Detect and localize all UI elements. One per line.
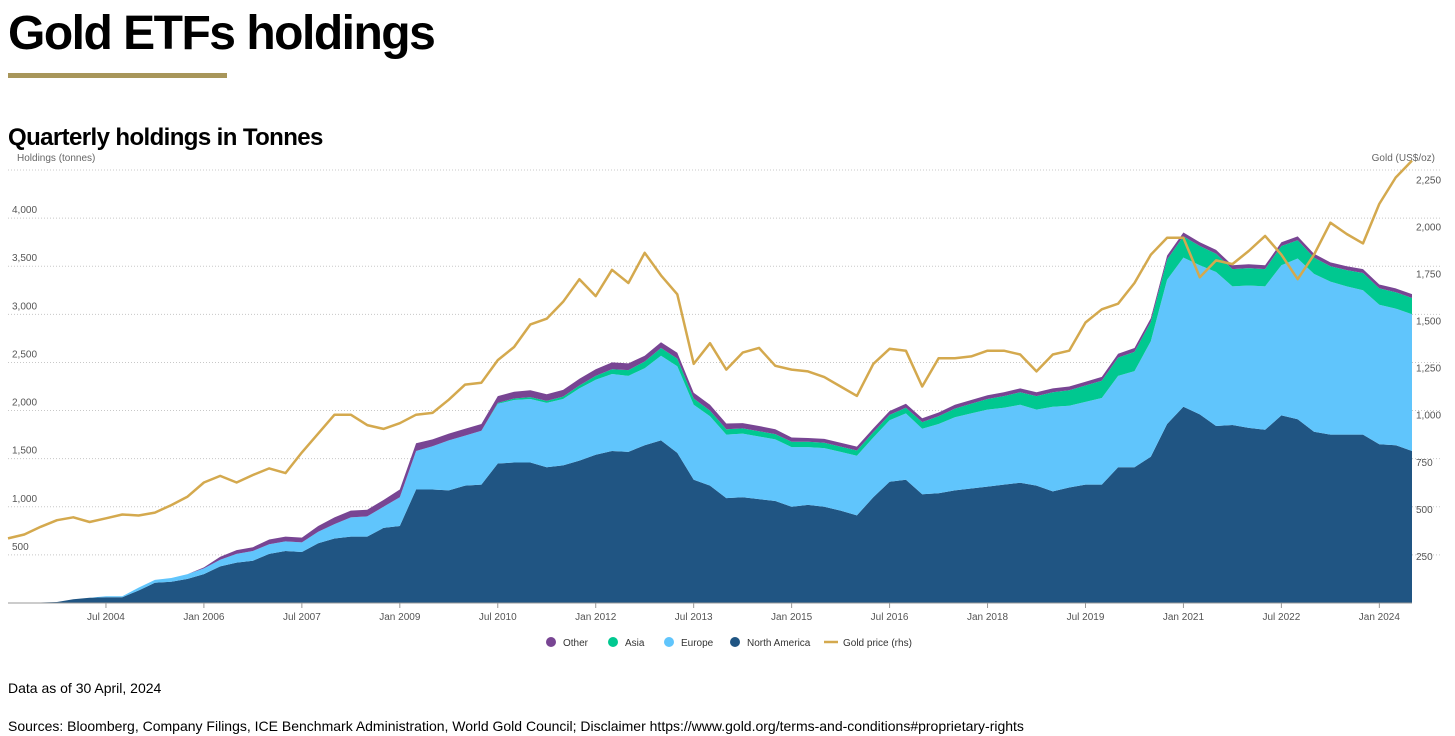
- x-tick-label: Jul 2010: [479, 612, 517, 623]
- x-tick-label: Jul 2007: [283, 612, 321, 623]
- legend-swatch: [546, 637, 556, 647]
- legend-item-north-america: North America: [730, 637, 811, 649]
- legend-swatch: [730, 637, 740, 647]
- y2-tick-label: 1,750: [1416, 270, 1441, 281]
- x-tick-label: Jan 2012: [575, 612, 617, 623]
- x-tick-label: Jan 2006: [183, 612, 225, 623]
- legend-swatch: [664, 637, 674, 647]
- y-tick-label: 3,000: [12, 301, 37, 312]
- x-tick-label: Jul 2022: [1262, 612, 1300, 623]
- gold-price-line: [7, 159, 1413, 540]
- holdings-chart: Holdings (tonnes) Gold (US$/oz) 500 1,000…: [7, 153, 1441, 649]
- legend-label: Asia: [625, 638, 645, 649]
- y2-tick-label: 1,000: [1416, 411, 1441, 422]
- data-as-of-note: Data as of 30 April, 2024: [8, 680, 162, 696]
- y2-axis-label: Gold (US$/oz): [1372, 153, 1435, 164]
- legend: Other Asia Europe North America Gold price (…: [546, 637, 912, 649]
- y-tick-label: 500: [12, 542, 29, 553]
- x-tick-label: Jan 2021: [1163, 612, 1205, 623]
- legend-item-asia: Asia: [608, 637, 645, 649]
- x-tick-label: Jul 2004: [87, 612, 125, 623]
- y-tick-label: 3,500: [12, 253, 37, 264]
- legend-item-other: Other: [546, 637, 589, 649]
- legend-label: Other: [563, 638, 589, 649]
- y2-tick-label: 2,000: [1416, 222, 1441, 233]
- y2-tick-label: 250: [1416, 552, 1433, 563]
- sources-note: Sources: Bloomberg, Company Filings, ICE…: [8, 718, 1024, 734]
- area-europe: [8, 257, 1412, 603]
- legend-label: North America: [747, 638, 811, 649]
- axis-labels: 500 1,000 1,500 2,000 2,500 3,000 3,500 4,000 25…: [8, 175, 1441, 623]
- legend-swatch: [608, 637, 618, 647]
- x-tick-label: Jul 2016: [871, 612, 909, 623]
- y-tick-label: 4,000: [12, 205, 37, 216]
- x-tick-label: Jan 2009: [379, 612, 421, 623]
- y2-tick-label: 1,500: [1416, 317, 1441, 328]
- y-tick-label: 1,000: [12, 494, 37, 505]
- legend-label: Gold price (rhs): [843, 638, 912, 649]
- y2-tick-label: 1,250: [1416, 364, 1441, 375]
- y-axis-label: Holdings (tonnes): [17, 153, 95, 164]
- y2-tick-label: 2,250: [1416, 175, 1441, 186]
- legend-item-europe: Europe: [664, 637, 714, 649]
- area-series: [8, 232, 1412, 603]
- price-line-layer: [7, 159, 1413, 540]
- x-tick-label: Jul 2013: [675, 612, 713, 623]
- area-asia: [8, 236, 1412, 603]
- page-title: Gold ETFs holdings: [8, 7, 436, 60]
- area-north-america: [8, 406, 1412, 603]
- chart-title: Quarterly holdings in Tonnes: [8, 124, 323, 151]
- y2-tick-label: 750: [1416, 458, 1433, 469]
- x-tick-label: Jul 2019: [1067, 612, 1105, 623]
- legend-label: Europe: [681, 638, 714, 649]
- x-tick-label: Jan 2015: [771, 612, 813, 623]
- x-tick-label: Jan 2024: [1359, 612, 1401, 623]
- title-underline: [8, 73, 227, 78]
- y-tick-label: 2,000: [12, 398, 37, 409]
- x-tick-label: Jan 2018: [967, 612, 1009, 623]
- y-tick-label: 2,500: [12, 349, 37, 360]
- area-other: [8, 232, 1412, 603]
- y-tick-label: 1,500: [12, 446, 37, 457]
- y2-tick-label: 500: [1416, 505, 1433, 516]
- legend-item-gold-price-rhs: Gold price (rhs): [824, 638, 912, 649]
